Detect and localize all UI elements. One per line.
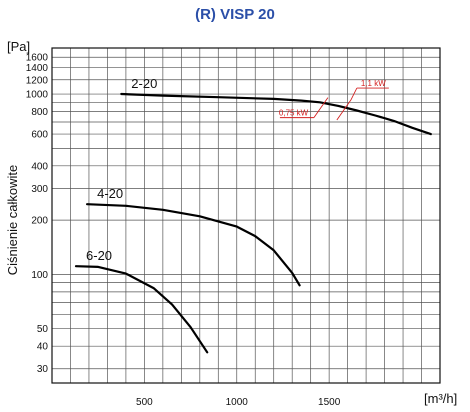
- y-tick-label: 50: [37, 324, 49, 335]
- y-tick-label: 1400: [26, 63, 49, 74]
- y-tick-label: 40: [37, 342, 49, 353]
- series-label: 2-20: [131, 76, 157, 91]
- annotation-layer: 1,1 kW 0,75 kW: [279, 79, 389, 121]
- series-label: 6-20: [86, 248, 112, 263]
- series-line: [74, 265, 209, 354]
- y-tick-label: 1600: [26, 53, 49, 64]
- y-tick-label: 30: [37, 364, 49, 375]
- y-tick-label: 300: [31, 184, 48, 195]
- x-tick-label: 500: [136, 397, 153, 408]
- series-label: 4-20: [97, 186, 123, 201]
- x-tick-label: 1000: [226, 397, 249, 408]
- power-callout-line: [350, 87, 358, 101]
- y-tick-label: 100: [31, 270, 48, 281]
- series-line: [120, 92, 432, 136]
- x-tick-label: 1500: [318, 397, 341, 408]
- y-tick-label: 200: [31, 216, 48, 227]
- series-layer: 2-20 4-20 6-20: [74, 76, 432, 354]
- y-tick-label: 800: [31, 107, 48, 118]
- power-label: 0,75 kW: [279, 109, 309, 118]
- chart-title: (R) VISP 20: [195, 6, 275, 23]
- power-callout-line: [313, 97, 329, 118]
- y-tick-label: 1000: [26, 90, 49, 101]
- series-line: [86, 203, 301, 287]
- y-axis-unit: [Pa]: [7, 39, 30, 54]
- y-tick-label: 600: [31, 130, 48, 141]
- x-axis-unit: [m³/h]: [424, 391, 457, 406]
- power-label: 1,1 kW: [361, 79, 386, 88]
- y-axis-label: Ciśnienie całkowite: [5, 165, 20, 276]
- axes: 500 1000 1500 30 40 50 100 200 300 400 600 800 1000 1…: [26, 47, 441, 408]
- power-callout-line: [336, 99, 352, 121]
- grid: [52, 48, 440, 383]
- y-tick-label: 400: [31, 161, 48, 172]
- plot-frame: [51, 47, 441, 384]
- y-tick-label: 1200: [26, 75, 49, 86]
